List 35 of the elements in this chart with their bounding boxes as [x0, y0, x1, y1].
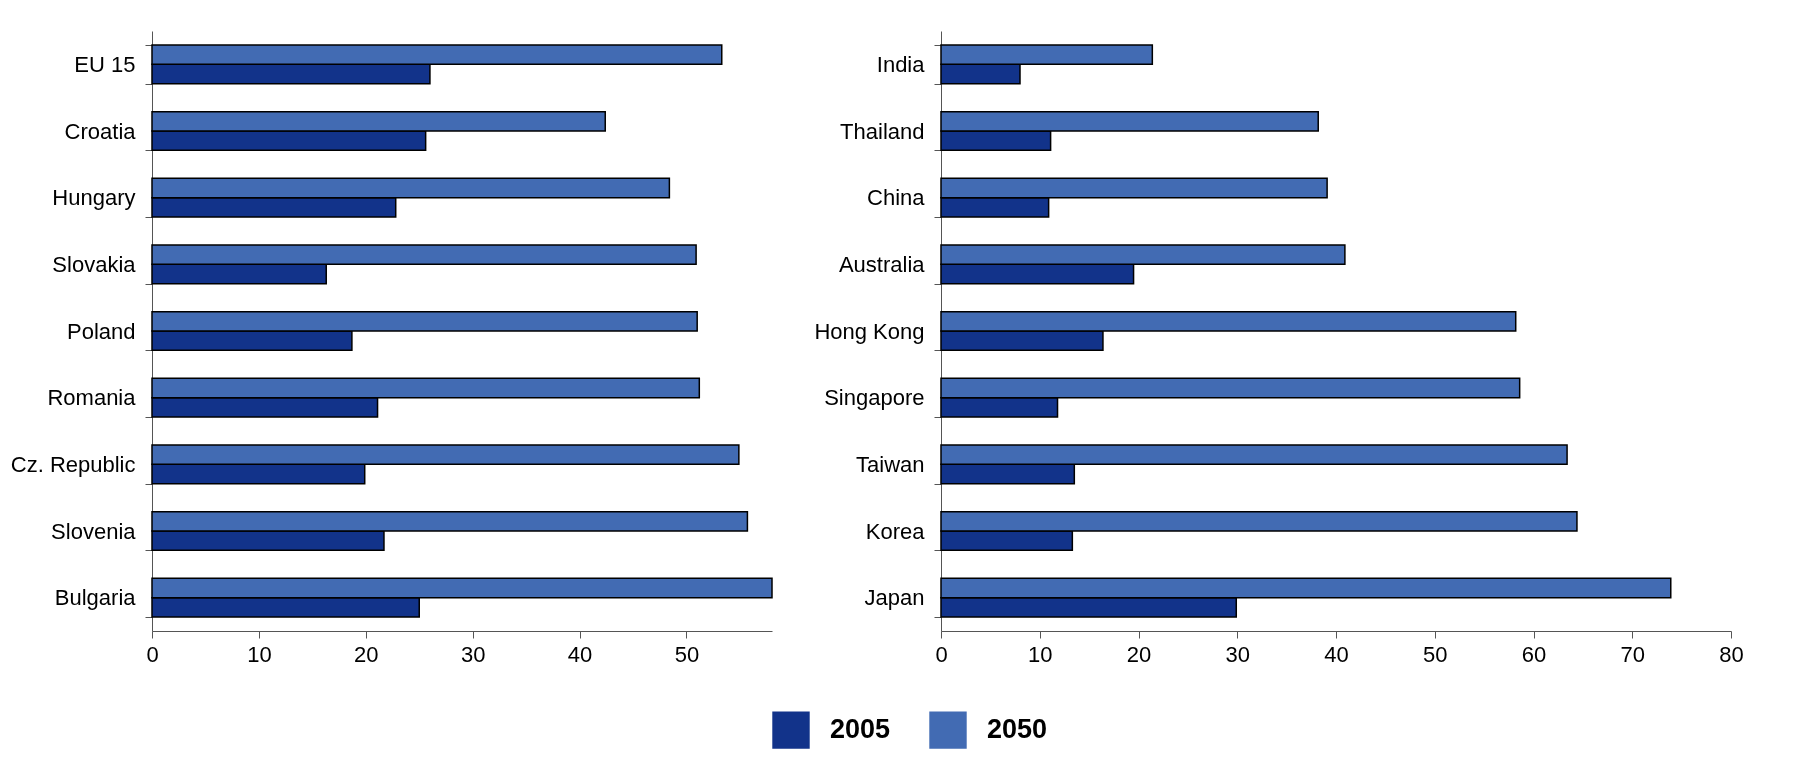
y-tick-label: Singapore — [824, 385, 925, 411]
y-tick-label: Taiwan — [856, 451, 925, 477]
x-tick-label: 80 — [1719, 641, 1744, 667]
y-tick-label: Hungary — [52, 185, 136, 211]
y-tick-label: Romania — [47, 385, 137, 411]
y-tick-label: Slovakia — [52, 251, 137, 277]
y-tick-label: Poland — [66, 318, 136, 344]
y-tick-label: Korea — [865, 518, 926, 544]
x-tick-label: 70 — [1620, 641, 1645, 667]
y-tick-label: Japan — [864, 585, 925, 611]
y-tick-label: China — [867, 185, 926, 211]
x-tick-label: 0 — [935, 641, 948, 667]
x-tick-label: 40 — [1324, 641, 1349, 667]
y-tick-label: Australia — [838, 251, 926, 277]
y-tick-label: Slovenia — [51, 518, 137, 544]
y-tick-label: India — [876, 51, 926, 77]
x-tick-label: 10 — [247, 641, 272, 667]
y-tick-label: EU 15 — [74, 51, 136, 77]
y-tick-label: Cz. Republic — [10, 451, 136, 477]
legend-label: 2005 — [830, 714, 891, 745]
y-tick-label: Thailand — [840, 118, 925, 144]
y-tick-label: Croatia — [64, 118, 137, 144]
x-tick-label: 20 — [1126, 641, 1152, 667]
y-tick-label: Bulgaria — [54, 585, 137, 611]
x-tick-label: 10 — [1028, 641, 1053, 667]
x-tick-label: 50 — [1423, 641, 1448, 667]
x-tick-label: 60 — [1521, 641, 1547, 667]
x-tick-label: 50 — [674, 641, 700, 667]
x-tick-label: 40 — [567, 641, 593, 667]
x-tick-label: 0 — [146, 641, 159, 667]
legend-label: 2050 — [987, 714, 1048, 745]
x-tick-label: 20 — [354, 641, 379, 667]
y-tick-label: Hong Kong — [814, 318, 925, 344]
x-tick-label: 30 — [460, 641, 486, 667]
x-tick-label: 30 — [1225, 641, 1250, 667]
